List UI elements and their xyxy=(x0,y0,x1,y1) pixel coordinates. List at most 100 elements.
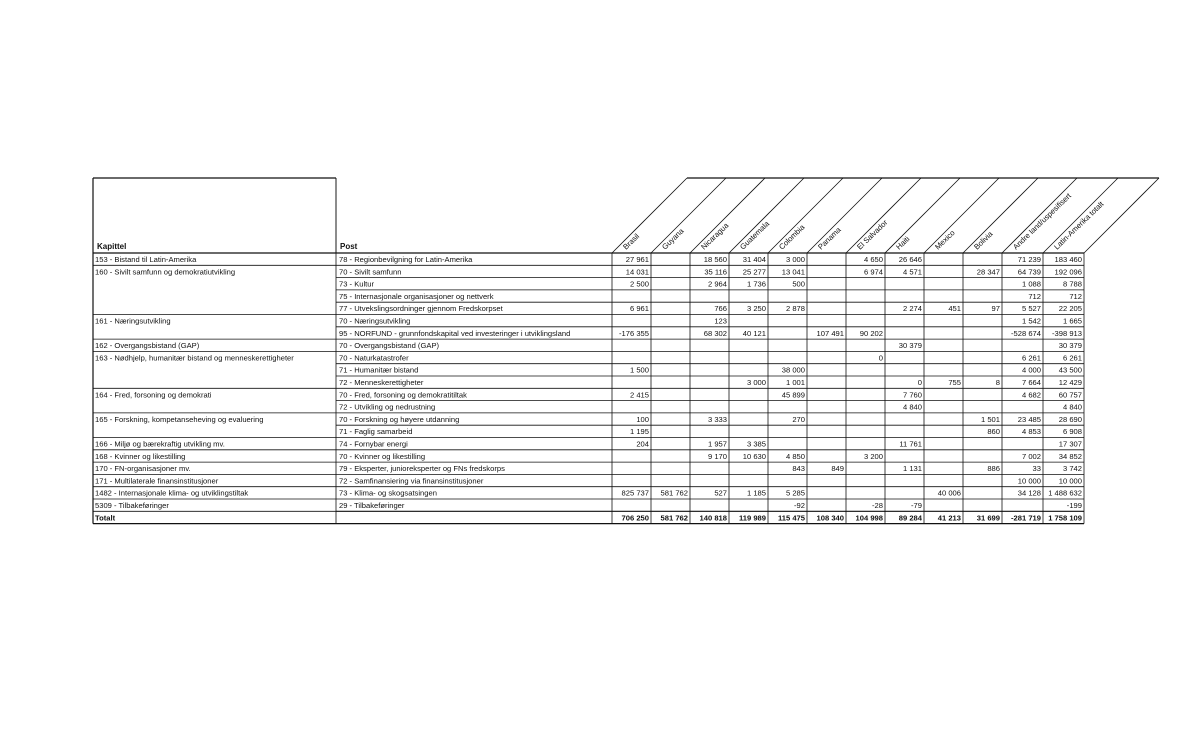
row-value: 4 571 xyxy=(903,267,922,276)
row-value: 1 542 xyxy=(1022,317,1041,326)
header-diagonal xyxy=(1001,177,1078,254)
row-value: 183 460 xyxy=(1055,255,1082,264)
row-value: 43 500 xyxy=(1059,366,1082,375)
total-value: -281 719 xyxy=(1011,513,1041,522)
row-value: -398 913 xyxy=(1052,329,1082,338)
row-kapittel: 160 - Sivilt samfunn og demokratiutvikli… xyxy=(95,267,235,276)
row-value: 25 277 xyxy=(743,267,766,276)
row-value: 1 736 xyxy=(747,280,766,289)
header-country: Guyana xyxy=(660,226,686,251)
row-value: 1 957 xyxy=(708,440,727,449)
row-value: 31 404 xyxy=(743,255,766,264)
row-value: 4 000 xyxy=(1022,366,1041,375)
row-value: 4 682 xyxy=(1022,390,1041,399)
row-value: 270 xyxy=(792,415,805,424)
row-post: 79 - Eksperter, junioreksperter og FNs f… xyxy=(339,464,505,473)
row-value: 1 665 xyxy=(1063,317,1082,326)
row-post: 95 - NORFUND - grunnfondskapital ved inv… xyxy=(339,329,570,338)
row-kapittel: 1482 - Internasjonale klima- og utviklin… xyxy=(95,489,248,498)
row-post: 70 - Naturkatastrofer xyxy=(339,353,409,362)
row-value: 3 000 xyxy=(747,378,766,387)
row-post: 70 - Overgangsbistand (GAP) xyxy=(339,341,440,350)
row-value: 3 385 xyxy=(747,440,766,449)
row-value: 4 840 xyxy=(1063,403,1082,412)
total-value: 108 340 xyxy=(817,513,844,522)
header-diagonal xyxy=(650,177,727,254)
row-value: 755 xyxy=(948,378,961,387)
row-post: 29 - Tilbakeføringer xyxy=(339,501,405,510)
row-value: 28 690 xyxy=(1059,415,1082,424)
row-value: 9 170 xyxy=(708,452,727,461)
row-value: 5 527 xyxy=(1022,304,1041,313)
header-country: Brasil xyxy=(621,232,641,252)
total-value: 119 989 xyxy=(739,513,766,522)
total-value: 581 762 xyxy=(661,513,688,522)
row-value: 6 908 xyxy=(1063,427,1082,436)
row-value: 766 xyxy=(714,304,727,313)
row-value: 6 261 xyxy=(1063,353,1082,362)
row-value: 71 239 xyxy=(1018,255,1041,264)
header-post: Post xyxy=(340,242,358,251)
row-value: -199 xyxy=(1067,501,1082,510)
row-value: 4 850 xyxy=(786,452,805,461)
header-country: Panama xyxy=(816,225,843,252)
header-diagonal xyxy=(845,177,922,254)
row-post: 70 - Fred, forsoning og demokratitiltak xyxy=(339,390,467,399)
row-value: 3 000 xyxy=(786,255,805,264)
row-value: 40 121 xyxy=(743,329,766,338)
row-value: 100 xyxy=(636,415,649,424)
header-diagonal xyxy=(923,177,1000,254)
header-country: El Salvador xyxy=(855,218,890,252)
row-value: 60 757 xyxy=(1059,390,1082,399)
row-value: 26 646 xyxy=(899,255,922,264)
total-value: 41 213 xyxy=(938,513,961,522)
header-diagonal xyxy=(884,177,961,254)
row-value: 107 491 xyxy=(817,329,844,338)
row-value: 1 185 xyxy=(747,489,766,498)
row-value: 97 xyxy=(992,304,1000,313)
row-value: 8 788 xyxy=(1063,280,1082,289)
row-value: 527 xyxy=(714,489,727,498)
row-value: 1 001 xyxy=(786,378,805,387)
row-value: 45 899 xyxy=(782,390,805,399)
row-value: 5 285 xyxy=(786,489,805,498)
row-kapittel: 168 - Kvinner og likestilling xyxy=(95,452,185,461)
row-value: 18 560 xyxy=(704,255,727,264)
row-value: 40 006 xyxy=(938,489,961,498)
header-diagonal xyxy=(689,177,766,254)
row-kapittel: 171 - Multilaterale finansinstitusjoner xyxy=(95,476,219,485)
row-value: 64 739 xyxy=(1018,267,1041,276)
row-kapittel: 5309 - Tilbakeføringer xyxy=(95,501,169,510)
row-value: 6 974 xyxy=(864,267,883,276)
header-kapittel: Kapittel xyxy=(97,242,126,251)
row-value: 1 195 xyxy=(630,427,649,436)
row-kapittel: 165 - Forskning, kompetanseheving og eva… xyxy=(95,415,263,424)
row-value: 30 379 xyxy=(899,341,922,350)
row-post: 71 - Faglig samarbeid xyxy=(339,427,412,436)
row-value: -79 xyxy=(911,501,922,510)
header-diagonal xyxy=(962,177,1039,254)
row-value: 3 250 xyxy=(747,304,766,313)
row-post: 75 - Internasjonale organisasjoner og ne… xyxy=(339,292,494,301)
row-value: 28 347 xyxy=(977,267,1000,276)
row-post: 77 - Utvekslingsordninger gjennom Fredsk… xyxy=(339,304,504,313)
row-value: 2 415 xyxy=(630,390,649,399)
header-country: Nicaragua xyxy=(699,220,731,251)
row-value: 10 630 xyxy=(743,452,766,461)
row-value: 7 760 xyxy=(903,390,922,399)
row-value: 1 488 632 xyxy=(1048,489,1082,498)
row-value: 4 853 xyxy=(1022,427,1041,436)
row-kapittel: 164 - Fred, forsoning og demokrati xyxy=(95,390,212,399)
row-value: 825 737 xyxy=(622,489,649,498)
row-value: 11 761 xyxy=(899,440,922,449)
header-diagonal xyxy=(728,177,805,254)
total-value: 1 758 109 xyxy=(1048,513,1082,522)
row-value: 843 xyxy=(792,464,805,473)
row-value: 451 xyxy=(948,304,961,313)
row-value: 3 200 xyxy=(864,452,883,461)
row-value: 2 274 xyxy=(903,304,922,313)
row-value: -528 674 xyxy=(1011,329,1041,338)
total-value: 89 284 xyxy=(899,513,923,522)
row-post: 72 - Utvikling og nedrustning xyxy=(339,403,435,412)
row-value: 1 088 xyxy=(1022,280,1041,289)
